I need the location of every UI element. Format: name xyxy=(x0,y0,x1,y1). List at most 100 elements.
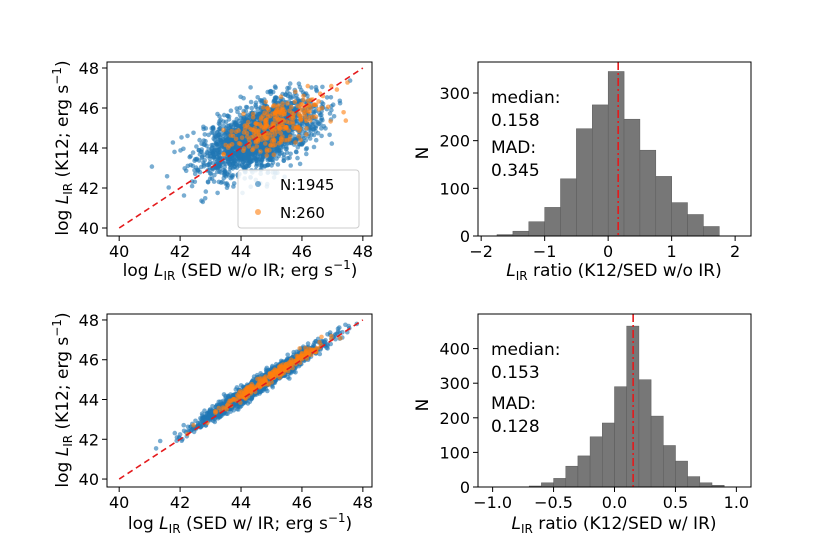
histogram-bar xyxy=(650,415,664,488)
scatter-point-orange xyxy=(259,137,264,142)
scatter-point-blue xyxy=(313,84,319,90)
scatter-point-orange xyxy=(345,80,350,85)
scatter-point-blue xyxy=(235,123,240,128)
scatter-point-orange xyxy=(221,127,226,133)
scatter-point-orange xyxy=(253,121,259,126)
x-tick-label: −1 xyxy=(533,242,557,261)
scatter-point-orange xyxy=(282,111,287,117)
x-tick-label: 48 xyxy=(353,493,373,512)
scatter-point-blue xyxy=(209,149,214,155)
scatter-point-blue xyxy=(328,95,334,100)
scatter-point-blue xyxy=(313,137,319,143)
histogram-bar xyxy=(544,207,561,237)
scatter-point-blue xyxy=(237,404,243,410)
scatter-point-orange xyxy=(250,111,256,117)
scatter-point-blue xyxy=(280,144,286,149)
y-axis-label-bottom-right: N xyxy=(413,399,433,412)
y-axis-label-top-left: log LIR (K12; erg s−1) xyxy=(50,60,75,235)
y-axis-label-bottom-left: log LIR (K12; erg s−1) xyxy=(50,312,75,487)
y-tick-label: 40 xyxy=(79,219,99,238)
scatter-point-orange xyxy=(292,99,298,104)
legend-marker-orange xyxy=(255,209,261,215)
scatter-point-blue xyxy=(317,110,322,116)
scatter-point-blue xyxy=(217,155,222,160)
scatter-point-orange xyxy=(294,353,300,359)
scatter-point-orange xyxy=(244,130,250,136)
y-tick-label: 100 xyxy=(439,179,470,198)
scatter-point-blue xyxy=(199,149,204,154)
scatter-point-blue xyxy=(182,166,187,171)
scatter-point-orange xyxy=(262,125,268,130)
scatter-point-orange xyxy=(229,129,234,134)
scatter-point-blue xyxy=(194,144,199,149)
scatter-point-blue xyxy=(218,138,224,144)
scatter-point-blue xyxy=(284,150,290,155)
scatter-point-blue xyxy=(288,101,294,106)
y-tick-label: 0 xyxy=(460,227,470,246)
scatter-point-blue xyxy=(258,143,263,149)
scatter-point-blue xyxy=(166,185,171,190)
x-axis-label-top-left: log LIR (SED w/o IR; erg s−1) xyxy=(123,258,358,283)
scatter-point-orange xyxy=(250,115,256,120)
scatter-point-blue xyxy=(329,141,335,146)
scatter-point-blue xyxy=(215,190,220,196)
scatter-point-blue xyxy=(229,173,235,179)
scatter-point-blue xyxy=(170,140,176,145)
scatter-point-orange xyxy=(284,124,289,130)
scatter-point-blue xyxy=(181,146,186,152)
histogram-bar xyxy=(565,465,579,488)
scatter-point-blue xyxy=(218,180,224,185)
x-tick-label: 46 xyxy=(292,242,312,261)
scatter-point-orange xyxy=(250,147,255,153)
x-tick-label: 44 xyxy=(231,242,251,261)
scatter-point-blue xyxy=(323,337,328,343)
scatter-point-blue xyxy=(305,341,311,346)
scatter-point-blue xyxy=(245,149,251,155)
histogram-bar xyxy=(602,422,615,488)
histogram-bar xyxy=(541,482,554,488)
scatter-point-orange xyxy=(241,146,247,151)
scatter-point-blue xyxy=(241,114,246,120)
scatter-point-blue xyxy=(307,136,313,141)
scatter-point-orange xyxy=(293,89,298,95)
scatter-point-orange xyxy=(270,111,275,116)
x-ticks-top-left: 40 42 44 46 48 xyxy=(109,236,373,261)
scatter-point-blue xyxy=(251,155,257,160)
scatter-point-blue xyxy=(255,106,261,112)
scatter-point-blue xyxy=(296,141,302,147)
y-tick-label: 0 xyxy=(460,478,470,497)
scatter-point-orange xyxy=(317,339,322,345)
scatter-point-orange xyxy=(303,350,309,356)
scatter-point-blue xyxy=(217,126,223,131)
scatter-point-blue xyxy=(205,150,210,156)
scatter-point-orange xyxy=(220,405,226,410)
scatter-point-blue xyxy=(224,185,230,190)
scatter-point-blue xyxy=(236,118,242,124)
y-tick-label: 44 xyxy=(79,391,99,410)
x-tick-label: −2 xyxy=(469,242,493,261)
scatter-point-blue xyxy=(189,183,195,189)
scatter-point-blue xyxy=(321,124,327,129)
scatter-point-orange xyxy=(191,423,196,428)
x-tick-label: 0.5 xyxy=(663,493,688,512)
scatter-point-orange xyxy=(255,129,261,134)
legend-label-blue: N:1945 xyxy=(280,176,334,194)
y-tick-label: 100 xyxy=(439,443,470,462)
x-tick-label: 0 xyxy=(603,242,613,261)
scatter-point-blue xyxy=(172,149,177,155)
scatter-point-orange xyxy=(221,151,227,157)
scatter-point-orange xyxy=(258,149,263,154)
scatter-point-orange xyxy=(239,135,245,140)
scatter-point-blue xyxy=(329,107,334,113)
histogram-bar xyxy=(592,104,609,237)
scatter-point-orange xyxy=(290,114,296,119)
scatter-point-orange xyxy=(224,405,230,410)
scatter-point-blue xyxy=(227,162,233,167)
scatter-point-blue xyxy=(181,193,187,198)
scatter-point-blue xyxy=(287,81,293,86)
scatter-point-blue xyxy=(233,158,238,164)
plot-frame-top-left xyxy=(106,61,373,237)
scatter-point-orange xyxy=(285,101,290,106)
scatter-point-blue xyxy=(346,323,352,329)
mad-label-bottom: MAD: xyxy=(491,394,536,414)
